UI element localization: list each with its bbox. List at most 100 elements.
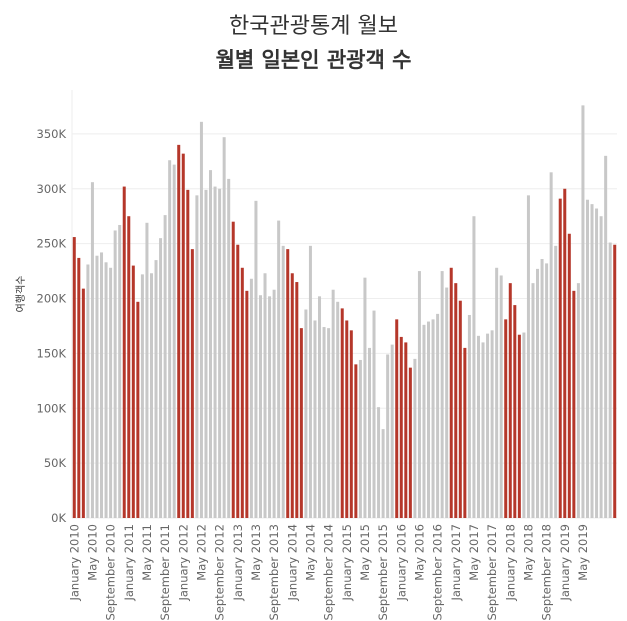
bar	[113, 230, 117, 518]
bar	[354, 364, 358, 518]
bar	[77, 257, 81, 518]
gridlines	[71, 90, 617, 519]
bar	[408, 367, 412, 518]
bars	[72, 105, 617, 519]
bar	[145, 222, 149, 519]
bar	[422, 324, 426, 518]
bar	[268, 296, 272, 518]
bar	[536, 268, 540, 518]
bar	[490, 330, 494, 518]
x-tick-label: January 2014	[285, 524, 299, 602]
y-tick-label: 100K	[37, 401, 67, 415]
bar	[104, 262, 108, 518]
bar	[177, 144, 181, 518]
bar	[522, 332, 526, 518]
bar	[222, 137, 226, 518]
bar	[572, 290, 576, 518]
bar	[404, 342, 408, 518]
bar	[122, 186, 126, 518]
x-tick-label: January 2013	[231, 524, 245, 602]
bar	[345, 320, 349, 518]
bar	[336, 301, 340, 518]
x-tick-label: May 2015	[358, 524, 372, 581]
bar	[349, 330, 353, 518]
y-tick-label: 200K	[37, 292, 67, 306]
bar	[445, 287, 449, 518]
bar	[567, 233, 571, 518]
bar	[209, 170, 213, 519]
bar	[327, 328, 331, 518]
bar	[308, 245, 312, 518]
x-tick-label: January 2011	[122, 524, 136, 602]
bar	[608, 242, 612, 519]
bar	[486, 333, 490, 518]
bar	[118, 224, 122, 519]
bar	[540, 259, 544, 518]
bar	[136, 301, 140, 518]
x-tick-label: September 2013	[267, 524, 281, 621]
bar	[254, 200, 258, 518]
bar	[386, 354, 390, 518]
bar	[545, 263, 549, 518]
y-tick-label: 350K	[37, 127, 67, 141]
bar	[304, 309, 308, 518]
x-tick-label: September 2016	[431, 524, 445, 621]
bar	[86, 264, 90, 518]
bar	[127, 216, 131, 518]
bar	[526, 195, 530, 518]
bar	[472, 216, 476, 518]
bar	[299, 328, 303, 518]
bar	[395, 319, 399, 518]
bar	[168, 160, 172, 519]
bar	[440, 271, 444, 518]
bar	[95, 255, 99, 518]
bar	[413, 358, 417, 518]
bar	[454, 283, 458, 518]
bar	[290, 273, 294, 518]
bar	[499, 275, 503, 518]
bar	[476, 335, 480, 518]
bar	[204, 189, 208, 518]
bar	[463, 347, 467, 518]
bar	[258, 295, 262, 518]
bar	[213, 186, 217, 518]
x-tick-label: May 2019	[576, 524, 590, 581]
bar	[372, 310, 376, 518]
x-tick-label: January 2017	[449, 524, 463, 602]
x-tick-label: May 2016	[412, 524, 426, 581]
x-tick-label: September 2017	[485, 524, 499, 621]
x-tick-label: September 2012	[213, 524, 227, 621]
bar	[281, 245, 285, 518]
bar	[417, 271, 421, 518]
x-tick-label: September 2014	[322, 524, 336, 621]
bar	[558, 198, 562, 518]
y-tick-label: 150K	[37, 346, 67, 360]
bar	[504, 319, 508, 518]
bar	[576, 283, 580, 518]
x-tick-label: January 2016	[394, 524, 408, 602]
bar	[331, 289, 335, 518]
bar	[159, 238, 163, 518]
bar	[381, 429, 385, 518]
bar	[554, 245, 558, 518]
bar	[245, 290, 249, 518]
x-tick-label: September 2011	[158, 524, 172, 621]
bar	[236, 244, 240, 519]
bar	[81, 288, 85, 518]
y-tick-label: 50K	[44, 456, 67, 470]
bar	[263, 273, 267, 518]
bar	[458, 300, 462, 518]
bar	[467, 314, 471, 518]
bar	[322, 327, 326, 518]
bar	[231, 221, 235, 518]
chart-title: 한국관광통계 월보	[229, 14, 398, 39]
y-tick-label: 250K	[37, 237, 67, 251]
x-tick-label: May 2013	[249, 524, 263, 581]
bar	[436, 313, 440, 518]
bar	[495, 267, 499, 518]
bar	[140, 274, 144, 518]
bar	[186, 189, 190, 518]
bar	[72, 237, 76, 518]
x-tick-label: May 2011	[140, 524, 154, 581]
bar	[272, 289, 276, 518]
